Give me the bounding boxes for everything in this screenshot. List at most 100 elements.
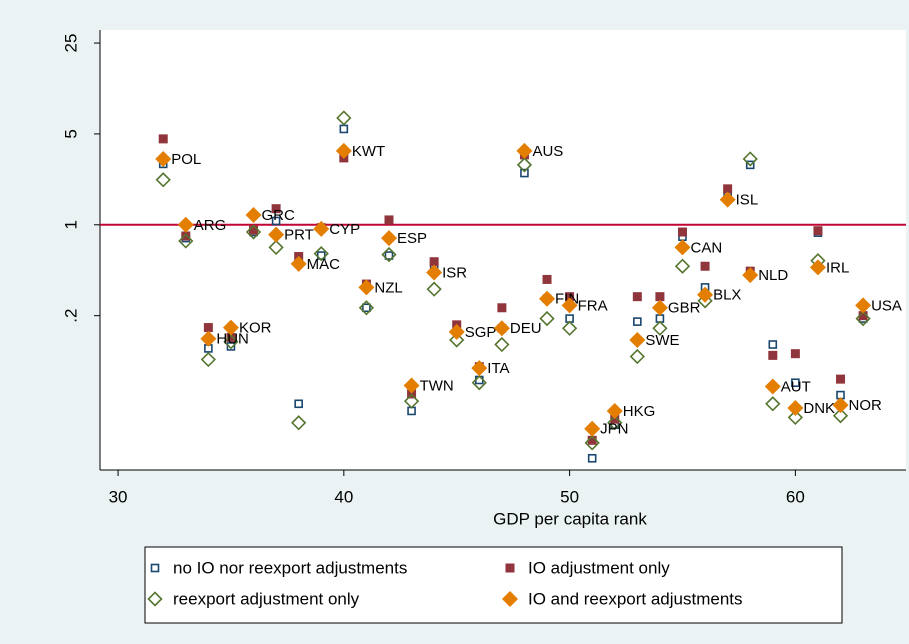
- y-tick-label: 1: [61, 220, 80, 229]
- point-label: ISL: [736, 192, 759, 209]
- marker: [652, 320, 668, 336]
- point-label: NLD: [758, 267, 788, 284]
- marker: [629, 331, 646, 348]
- marker: [358, 279, 375, 296]
- marker: [516, 142, 533, 159]
- marker: [245, 224, 262, 240]
- marker: [745, 160, 755, 170]
- marker: [700, 261, 710, 271]
- marker: [178, 233, 194, 249]
- y-tick-label: 5: [61, 129, 80, 138]
- point-label: NZL: [374, 279, 402, 296]
- marker: [290, 255, 307, 272]
- point-label: ISR: [442, 264, 467, 281]
- marker: [651, 299, 668, 316]
- point-label: CYP: [329, 221, 360, 238]
- x-tick-label: 50: [560, 487, 579, 506]
- marker: [539, 310, 555, 327]
- marker: [787, 399, 804, 416]
- point-label: MAC: [307, 256, 341, 273]
- y-tick-label: .2: [61, 309, 80, 323]
- marker: [587, 435, 597, 445]
- point-label: IRL: [826, 259, 849, 276]
- marker: [787, 409, 804, 426]
- marker: [632, 292, 642, 302]
- marker: [674, 258, 691, 274]
- marker: [384, 215, 394, 225]
- marker: [494, 336, 510, 353]
- marker: [719, 191, 736, 208]
- marker: [565, 292, 575, 302]
- legend-label: no IO nor reexport adjustments: [173, 558, 407, 577]
- legend-label: reexport adjustment only: [173, 589, 360, 608]
- marker: [539, 290, 556, 307]
- point-label: SGP: [465, 324, 497, 341]
- marker: [426, 264, 443, 281]
- legend-marker: [502, 591, 518, 607]
- marker: [155, 150, 172, 167]
- marker: [633, 317, 642, 326]
- point-label: CAN: [690, 239, 722, 256]
- marker: [294, 399, 303, 409]
- marker: [493, 320, 510, 337]
- marker: [674, 239, 691, 256]
- marker: [271, 216, 281, 226]
- marker: [858, 311, 868, 321]
- marker: [380, 230, 397, 247]
- marker: [403, 393, 420, 409]
- x-axis-title: GDP per capita rank: [493, 509, 647, 528]
- marker: [855, 297, 872, 314]
- marker: [381, 246, 397, 263]
- marker: [584, 420, 601, 437]
- point-label: KWT: [352, 143, 385, 160]
- x-tick-label: 60: [786, 487, 805, 506]
- marker: [790, 349, 800, 359]
- point-label: AUT: [781, 379, 811, 396]
- marker: [222, 319, 239, 336]
- marker: [181, 231, 191, 241]
- marker: [677, 227, 687, 237]
- marker: [655, 292, 665, 302]
- point-label: AUS: [532, 143, 563, 160]
- point-label: POL: [171, 151, 201, 168]
- x-tick-label: 30: [109, 487, 128, 506]
- marker: [516, 157, 533, 173]
- point-label: HUN: [216, 331, 249, 348]
- marker: [587, 453, 597, 463]
- point-label: TWN: [420, 378, 454, 395]
- marker: [429, 257, 439, 267]
- marker: [742, 151, 758, 167]
- marker: [832, 397, 849, 414]
- marker: [723, 184, 733, 194]
- legend: [144, 546, 843, 624]
- marker: [768, 340, 778, 349]
- point-label: BLX: [713, 287, 741, 304]
- marker: [336, 110, 352, 126]
- marker: [177, 216, 194, 233]
- marker: [271, 204, 281, 214]
- marker: [791, 378, 800, 388]
- marker: [155, 172, 171, 188]
- point-label: USA: [871, 297, 902, 314]
- marker: [764, 378, 781, 395]
- marker: [268, 226, 285, 243]
- marker: [200, 351, 217, 368]
- marker: [813, 226, 823, 236]
- x-tick-label: 40: [334, 487, 353, 506]
- point-label: HKG: [623, 403, 656, 420]
- legend-marker: [150, 563, 160, 573]
- marker: [809, 259, 826, 276]
- point-label: GBR: [668, 300, 701, 317]
- marker: [561, 297, 578, 314]
- marker: [268, 239, 284, 256]
- legend-marker: [505, 563, 515, 573]
- marker: [855, 310, 871, 327]
- marker: [765, 396, 781, 412]
- point-label: DNK: [803, 400, 835, 417]
- legend-label: IO and reexport adjustments: [528, 589, 743, 608]
- legend-marker: [147, 591, 163, 607]
- marker: [249, 225, 259, 235]
- marker: [358, 300, 375, 316]
- marker: [203, 323, 213, 333]
- marker: [362, 303, 371, 313]
